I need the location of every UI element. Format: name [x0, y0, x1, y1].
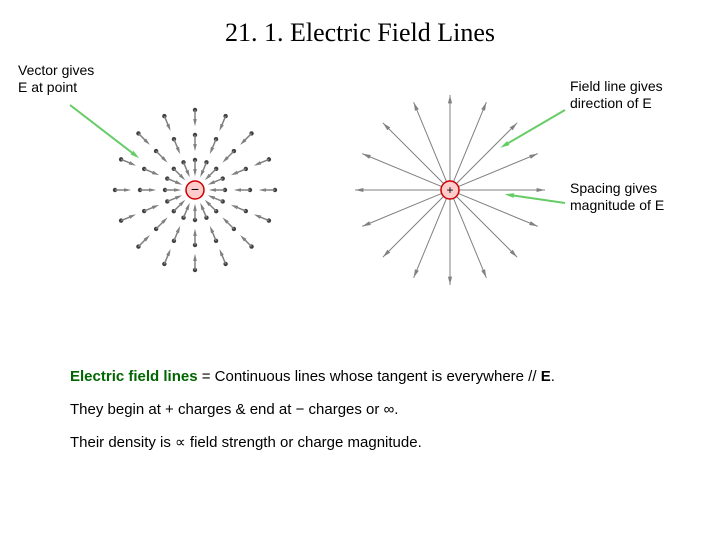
field-lines-diagram: +	[355, 95, 545, 285]
line-2: They begin at + charges & end at − charg…	[70, 393, 555, 426]
svg-text:+: +	[446, 183, 453, 197]
callout-arrows	[70, 105, 565, 203]
vector-field-diagram: −	[113, 108, 277, 272]
definition-line: Electric field lines = Continuous lines …	[70, 360, 555, 393]
page-title: 21. 1. Electric Field Lines	[0, 0, 720, 48]
line-3: Their density is ∝ field strength or cha…	[70, 426, 555, 459]
body-text: Electric field lines = Continuous lines …	[70, 360, 555, 459]
diagrams-svg: − +	[0, 85, 720, 325]
svg-text:−: −	[191, 181, 199, 197]
